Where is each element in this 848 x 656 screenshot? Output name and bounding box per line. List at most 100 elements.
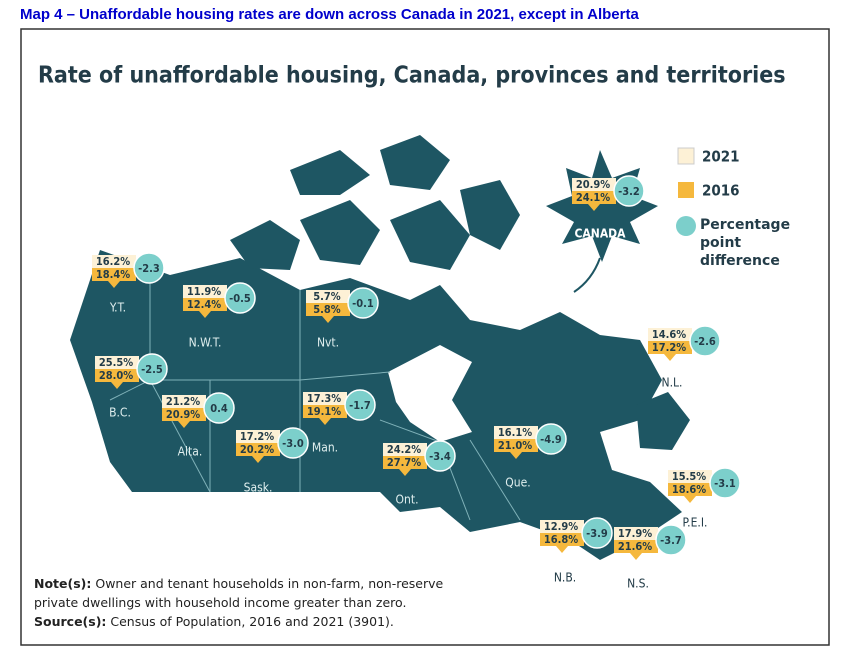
difference-circle xyxy=(689,325,721,357)
legend-label: 2021 xyxy=(702,148,740,166)
pointer xyxy=(319,418,331,425)
value-2016: 16.8% xyxy=(544,533,578,546)
value-2021: 21.2% xyxy=(166,395,200,408)
pointer xyxy=(111,382,123,389)
legend-label: Percentage point difference xyxy=(700,217,791,269)
difference-circle xyxy=(133,252,165,284)
region-name: Alta. xyxy=(178,445,203,459)
note-text: Owner and tenant households in non-farm,… xyxy=(34,576,444,610)
pointer xyxy=(199,311,211,318)
map-title: Rate of unaffordable housing, Canada, pr… xyxy=(38,63,786,89)
legend-label: 2016 xyxy=(702,182,740,200)
value-2021: 25.5% xyxy=(99,356,133,369)
difference-circle xyxy=(581,517,613,549)
value-2021-box xyxy=(540,520,584,533)
pointer xyxy=(510,452,522,459)
difference: -3.1 xyxy=(714,477,736,490)
legend-circle xyxy=(676,216,696,236)
pointer xyxy=(664,354,676,361)
notes: Note(s): Owner and tenant households in … xyxy=(34,574,454,631)
value-2016-box xyxy=(540,533,584,546)
value-2016-box xyxy=(236,443,280,456)
difference-circle xyxy=(203,392,235,424)
value-2016-box xyxy=(306,303,350,316)
value-2016: 5.8% xyxy=(313,303,341,316)
value-2016: 28.0% xyxy=(99,369,133,382)
region-name: Que. xyxy=(505,476,530,490)
difference: -2.5 xyxy=(141,363,163,376)
value-2021-box xyxy=(668,470,712,483)
value-2016: 18.6% xyxy=(672,483,706,496)
leaf-stem xyxy=(573,257,601,293)
region-name: Ont. xyxy=(396,493,419,507)
value-2016: 20.2% xyxy=(240,443,274,456)
value-2016-box xyxy=(572,191,616,204)
region-name: Y.T. xyxy=(109,301,126,315)
region-name: N.L. xyxy=(662,376,683,390)
difference-circle xyxy=(709,467,741,499)
value-2021-box xyxy=(306,290,350,303)
value-2016-box xyxy=(95,369,139,382)
difference-circle xyxy=(344,389,376,421)
region-name: B.C. xyxy=(109,406,131,420)
difference: -2.3 xyxy=(138,262,160,275)
value-2021: 5.7% xyxy=(313,290,341,303)
difference-circle xyxy=(655,524,687,556)
pointer xyxy=(322,316,334,323)
value-2021-box xyxy=(303,392,347,405)
value-2016: 19.1% xyxy=(307,405,341,418)
value-2021-box xyxy=(614,527,658,540)
region-name: N.W.T. xyxy=(189,336,222,350)
region-name: Man. xyxy=(312,441,338,455)
note-label: Note(s): xyxy=(34,576,92,591)
value-2021: 24.2% xyxy=(387,443,421,456)
difference: -4.9 xyxy=(540,433,562,446)
difference: -3.0 xyxy=(282,437,304,450)
value-2021-box xyxy=(236,430,280,443)
legend-swatch-2016 xyxy=(678,182,694,198)
difference-circle xyxy=(347,287,379,319)
source-label: Source(s): xyxy=(34,614,107,629)
water xyxy=(388,345,472,442)
difference-circle xyxy=(224,282,256,314)
pointer xyxy=(556,546,568,553)
region-name: Nvt. xyxy=(317,336,339,350)
difference: -3.9 xyxy=(586,527,608,540)
value-2016: 17.2% xyxy=(652,341,686,354)
value-2021-box xyxy=(648,328,692,341)
value-2021-box xyxy=(494,426,538,439)
difference-circle xyxy=(424,440,456,472)
difference: -3.7 xyxy=(660,534,682,547)
value-2016: 24.1% xyxy=(576,191,610,204)
figure-title: Map 4 – Unaffordable housing rates are d… xyxy=(20,6,639,23)
difference: -3.2 xyxy=(618,185,640,198)
value-2021-box xyxy=(383,443,427,456)
value-2016-box xyxy=(383,456,427,469)
difference: -0.1 xyxy=(352,297,374,310)
value-2021-box xyxy=(183,285,227,298)
value-2021-box xyxy=(95,356,139,369)
difference: -2.6 xyxy=(694,335,716,348)
region-name: CANADA xyxy=(575,227,627,241)
value-2016-box xyxy=(183,298,227,311)
value-2016: 18.4% xyxy=(96,268,130,281)
difference: -3.4 xyxy=(429,450,451,463)
value-2021-box xyxy=(162,395,206,408)
pointer xyxy=(399,469,411,476)
pointer xyxy=(684,496,696,503)
source-text: Census of Population, 2016 and 2021 (390… xyxy=(110,614,394,629)
value-2021: 11.9% xyxy=(187,285,221,298)
value-2016: 21.0% xyxy=(498,439,532,452)
value-2016: 12.4% xyxy=(187,298,221,311)
value-2021: 17.9% xyxy=(618,527,652,540)
value-2016-box xyxy=(494,439,538,452)
region-name: N.B. xyxy=(554,571,576,585)
difference: 0.4 xyxy=(210,402,228,415)
difference-circle xyxy=(535,423,567,455)
value-2021: 16.2% xyxy=(96,255,130,268)
value-2016-box xyxy=(614,540,658,553)
value-2016: 21.6% xyxy=(618,540,652,553)
pointer xyxy=(178,421,190,428)
